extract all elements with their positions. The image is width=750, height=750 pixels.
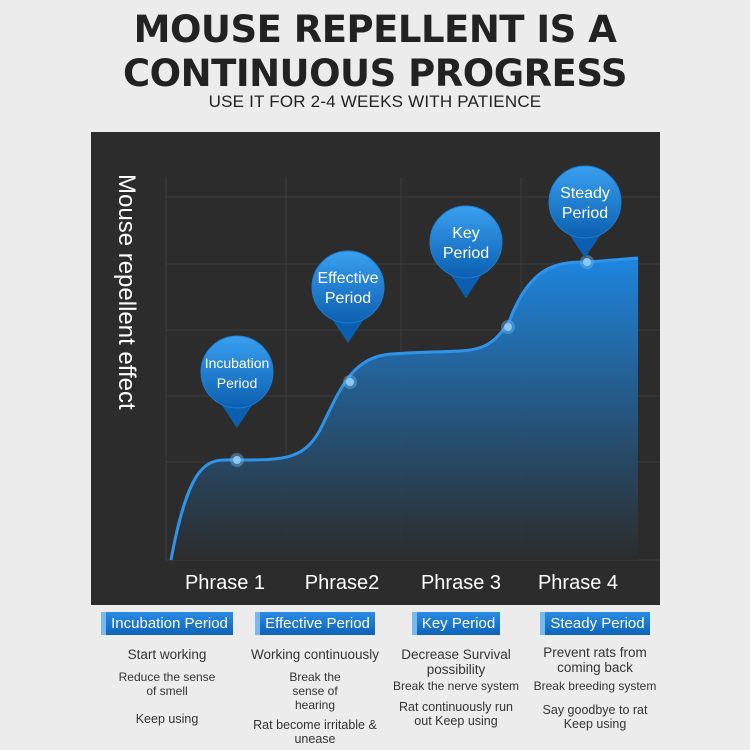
marker-label-2-1: Effective (317, 270, 378, 287)
marker-label-3-1: Key (452, 225, 480, 242)
x-tick-label-2: Phrase2 (305, 572, 380, 594)
phase-1-line-2: Reduce the sense of smell (118, 670, 216, 698)
title-line-1: MOUSE REPELLENT IS A (133, 8, 617, 51)
title-line-2: CONTINUOUS PROGRESS (123, 52, 627, 95)
phase-1-title: Incubation Period (106, 612, 233, 635)
phase-descriptions: Incubation Period Start working Reduce t… (0, 612, 750, 750)
chart-panel: Incubation Period Effective Period Key Period… (91, 132, 660, 605)
marker-label-4-2: Period (562, 205, 608, 222)
phase-4-line-3: Say goodbye to rat Keep using (542, 703, 648, 731)
y-axis-label: Mouse repellent effect (113, 174, 140, 410)
phase-3-title: Key Period (416, 612, 501, 635)
phase-1-line-3: Keep using (135, 712, 199, 726)
effect-area (171, 258, 638, 560)
marker-bubble-2 (311, 250, 385, 324)
marker-pointer-1 (221, 404, 253, 428)
marker-pointer-2 (332, 319, 364, 343)
phase-2-line-1: Working continuously (250, 647, 380, 662)
phase-2-line-3: Rat become irritable & unease (253, 718, 377, 746)
marker-label-4-1: Steady (560, 185, 610, 202)
page-subtitle: USE IT FOR 2-4 WEEKS WITH PATIENCE (208, 92, 542, 111)
phase-2-line-2: Break the sense of hearing (289, 670, 341, 712)
marker-pointer-4 (569, 234, 601, 258)
phase-1-line-1: Start working (127, 647, 207, 662)
phase-4-line-2: Break breeding system (533, 679, 657, 693)
x-tick-label-4: Phrase 4 (538, 572, 618, 594)
phase-4-line-1: Prevent rats from coming back (543, 645, 647, 675)
marker-pointer-3 (450, 274, 482, 298)
page-title: MOUSE REPELLENT IS A CONTINUOUS PROGRESS (0, 8, 750, 96)
marker-label-1-1: Incubation (205, 355, 270, 371)
data-point-4 (583, 258, 591, 266)
phase-3-line-2: Break the nerve system (392, 679, 520, 693)
phase-2-title: Effective Period (260, 612, 375, 635)
phase-4-title: Steady Period (545, 612, 650, 635)
effect-curve (169, 256, 639, 561)
effect-chart: Incubation Period Effective Period Key Period… (113, 165, 660, 594)
phase-column-1: Incubation Period Start working Reduce t… (92, 612, 242, 726)
phase-column-2: Effective Period Working continuously Br… (240, 612, 390, 746)
x-tick-label-1: Phrase 1 (185, 572, 265, 594)
marker-label-1-2: Period (217, 375, 257, 391)
phase-3-line-1: Decrease Survival possibility (401, 647, 511, 677)
marker-label-2-2: Period (325, 290, 371, 307)
phase-column-4: Steady Period Prevent rats from coming b… (520, 612, 670, 731)
data-point-1 (233, 456, 241, 464)
data-point-3 (504, 323, 512, 331)
x-tick-label-3: Phrase 3 (421, 572, 501, 594)
marker-bubble-3 (429, 205, 503, 279)
marker-bubble-1 (200, 335, 274, 409)
marker-label-3-2: Period (443, 245, 489, 262)
marker-bubble-4 (548, 165, 622, 239)
phase-3-line-3: Rat continuously run out Keep using (399, 700, 513, 728)
phase-column-3: Key Period Decrease Survival possibility… (381, 612, 531, 728)
data-point-2 (346, 378, 354, 386)
